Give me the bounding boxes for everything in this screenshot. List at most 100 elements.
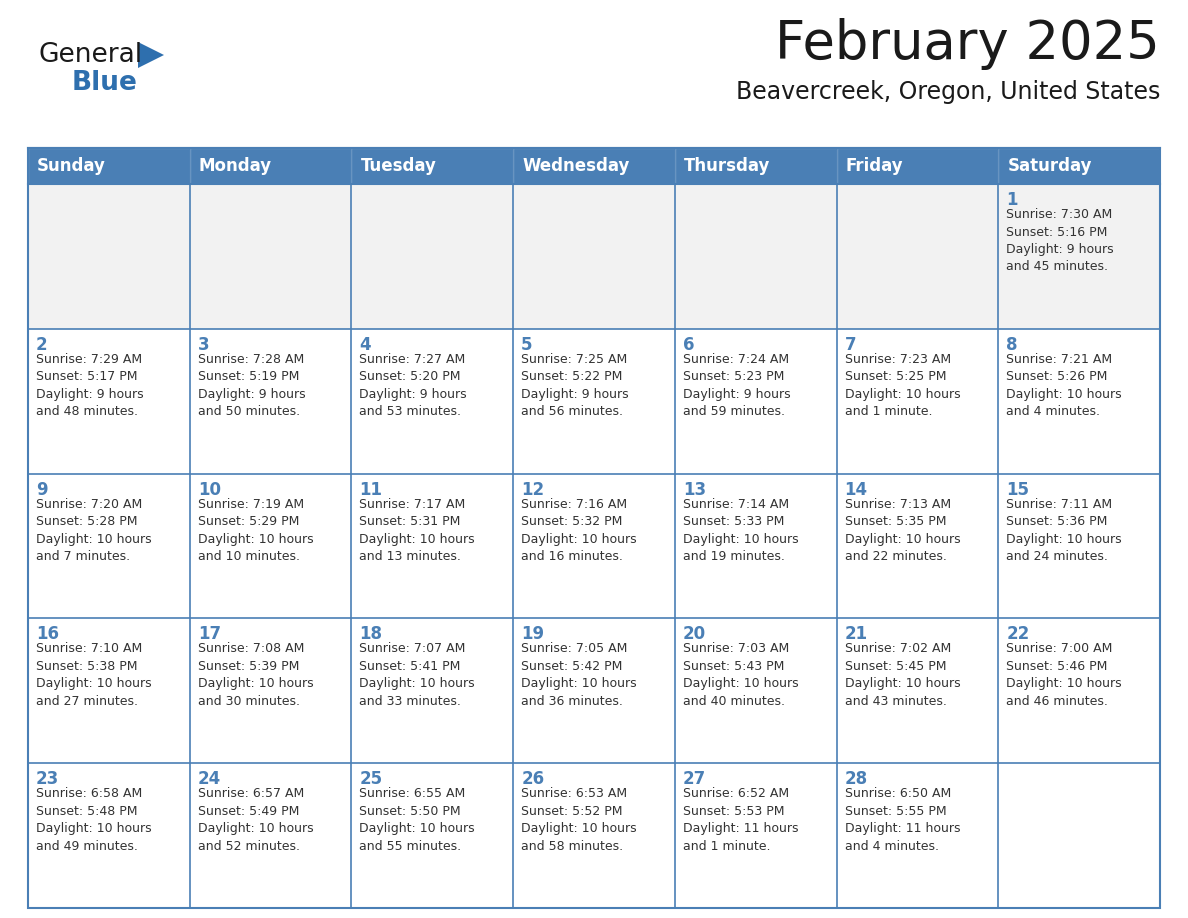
Bar — [513, 619, 675, 763]
Bar — [836, 329, 998, 474]
Text: 15: 15 — [1006, 481, 1029, 498]
Bar — [190, 763, 352, 908]
Bar — [29, 184, 190, 329]
Text: Sunrise: 6:50 AM
Sunset: 5:55 PM
Daylight: 11 hours
and 4 minutes.: Sunrise: 6:50 AM Sunset: 5:55 PM Dayligh… — [845, 788, 960, 853]
Text: 24: 24 — [197, 770, 221, 789]
Text: Sunrise: 7:05 AM
Sunset: 5:42 PM
Daylight: 10 hours
and 36 minutes.: Sunrise: 7:05 AM Sunset: 5:42 PM Dayligh… — [522, 643, 637, 708]
Text: Sunrise: 7:20 AM
Sunset: 5:28 PM
Daylight: 10 hours
and 7 minutes.: Sunrise: 7:20 AM Sunset: 5:28 PM Dayligh… — [36, 498, 152, 563]
Bar — [998, 763, 1159, 908]
Bar — [836, 148, 998, 184]
Bar — [675, 184, 836, 329]
Text: Sunrise: 7:02 AM
Sunset: 5:45 PM
Daylight: 10 hours
and 43 minutes.: Sunrise: 7:02 AM Sunset: 5:45 PM Dayligh… — [845, 643, 960, 708]
Text: Monday: Monday — [198, 157, 272, 175]
Bar — [513, 148, 675, 184]
Bar — [29, 148, 1159, 908]
Text: Sunrise: 6:57 AM
Sunset: 5:49 PM
Daylight: 10 hours
and 52 minutes.: Sunrise: 6:57 AM Sunset: 5:49 PM Dayligh… — [197, 788, 314, 853]
Text: 7: 7 — [845, 336, 857, 353]
Polygon shape — [138, 42, 164, 68]
Bar — [998, 619, 1159, 763]
Text: Sunrise: 7:11 AM
Sunset: 5:36 PM
Daylight: 10 hours
and 24 minutes.: Sunrise: 7:11 AM Sunset: 5:36 PM Dayligh… — [1006, 498, 1121, 563]
Text: Sunrise: 6:58 AM
Sunset: 5:48 PM
Daylight: 10 hours
and 49 minutes.: Sunrise: 6:58 AM Sunset: 5:48 PM Dayligh… — [36, 788, 152, 853]
Text: 8: 8 — [1006, 336, 1018, 353]
Text: 11: 11 — [360, 481, 383, 498]
Text: 10: 10 — [197, 481, 221, 498]
Bar — [998, 184, 1159, 329]
Text: 1: 1 — [1006, 191, 1018, 209]
Text: 28: 28 — [845, 770, 867, 789]
Bar — [352, 619, 513, 763]
Text: Sunrise: 7:03 AM
Sunset: 5:43 PM
Daylight: 10 hours
and 40 minutes.: Sunrise: 7:03 AM Sunset: 5:43 PM Dayligh… — [683, 643, 798, 708]
Text: Wednesday: Wednesday — [523, 157, 630, 175]
Text: 27: 27 — [683, 770, 706, 789]
Text: Sunrise: 7:19 AM
Sunset: 5:29 PM
Daylight: 10 hours
and 10 minutes.: Sunrise: 7:19 AM Sunset: 5:29 PM Dayligh… — [197, 498, 314, 563]
Text: 13: 13 — [683, 481, 706, 498]
Text: Sunrise: 7:21 AM
Sunset: 5:26 PM
Daylight: 10 hours
and 4 minutes.: Sunrise: 7:21 AM Sunset: 5:26 PM Dayligh… — [1006, 353, 1121, 419]
Text: Sunrise: 7:24 AM
Sunset: 5:23 PM
Daylight: 9 hours
and 59 minutes.: Sunrise: 7:24 AM Sunset: 5:23 PM Dayligh… — [683, 353, 790, 419]
Text: 3: 3 — [197, 336, 209, 353]
Bar — [29, 474, 190, 619]
Text: 6: 6 — [683, 336, 694, 353]
Text: 4: 4 — [360, 336, 371, 353]
Text: 22: 22 — [1006, 625, 1030, 644]
Bar — [29, 148, 190, 184]
Bar — [513, 184, 675, 329]
Text: 23: 23 — [36, 770, 59, 789]
Text: 9: 9 — [36, 481, 48, 498]
Bar — [513, 763, 675, 908]
Bar — [836, 184, 998, 329]
Text: Blue: Blue — [72, 70, 138, 96]
Bar — [836, 763, 998, 908]
Bar — [190, 184, 352, 329]
Text: 12: 12 — [522, 481, 544, 498]
Bar — [29, 329, 190, 474]
Text: Thursday: Thursday — [684, 157, 770, 175]
Bar — [998, 329, 1159, 474]
Bar — [675, 329, 836, 474]
Text: 17: 17 — [197, 625, 221, 644]
Text: Sunrise: 6:55 AM
Sunset: 5:50 PM
Daylight: 10 hours
and 55 minutes.: Sunrise: 6:55 AM Sunset: 5:50 PM Dayligh… — [360, 788, 475, 853]
Bar — [675, 763, 836, 908]
Text: 5: 5 — [522, 336, 532, 353]
Text: Saturday: Saturday — [1007, 157, 1092, 175]
Text: 14: 14 — [845, 481, 867, 498]
Bar — [29, 619, 190, 763]
Text: Sunrise: 7:16 AM
Sunset: 5:32 PM
Daylight: 10 hours
and 16 minutes.: Sunrise: 7:16 AM Sunset: 5:32 PM Dayligh… — [522, 498, 637, 563]
Bar — [513, 474, 675, 619]
Text: 25: 25 — [360, 770, 383, 789]
Text: Beavercreek, Oregon, United States: Beavercreek, Oregon, United States — [735, 80, 1159, 104]
Text: Sunrise: 7:28 AM
Sunset: 5:19 PM
Daylight: 9 hours
and 50 minutes.: Sunrise: 7:28 AM Sunset: 5:19 PM Dayligh… — [197, 353, 305, 419]
Bar — [352, 329, 513, 474]
Text: Sunrise: 7:30 AM
Sunset: 5:16 PM
Daylight: 9 hours
and 45 minutes.: Sunrise: 7:30 AM Sunset: 5:16 PM Dayligh… — [1006, 208, 1114, 274]
Bar — [352, 148, 513, 184]
Bar — [29, 763, 190, 908]
Text: 18: 18 — [360, 625, 383, 644]
Bar — [836, 619, 998, 763]
Text: Sunrise: 7:17 AM
Sunset: 5:31 PM
Daylight: 10 hours
and 13 minutes.: Sunrise: 7:17 AM Sunset: 5:31 PM Dayligh… — [360, 498, 475, 563]
Text: Sunrise: 7:23 AM
Sunset: 5:25 PM
Daylight: 10 hours
and 1 minute.: Sunrise: 7:23 AM Sunset: 5:25 PM Dayligh… — [845, 353, 960, 419]
Text: Sunrise: 7:13 AM
Sunset: 5:35 PM
Daylight: 10 hours
and 22 minutes.: Sunrise: 7:13 AM Sunset: 5:35 PM Dayligh… — [845, 498, 960, 563]
Text: Sunrise: 7:27 AM
Sunset: 5:20 PM
Daylight: 9 hours
and 53 minutes.: Sunrise: 7:27 AM Sunset: 5:20 PM Dayligh… — [360, 353, 467, 419]
Text: 26: 26 — [522, 770, 544, 789]
Text: Sunrise: 7:10 AM
Sunset: 5:38 PM
Daylight: 10 hours
and 27 minutes.: Sunrise: 7:10 AM Sunset: 5:38 PM Dayligh… — [36, 643, 152, 708]
Bar — [352, 763, 513, 908]
Bar — [190, 329, 352, 474]
Bar — [190, 148, 352, 184]
Text: Sunrise: 7:07 AM
Sunset: 5:41 PM
Daylight: 10 hours
and 33 minutes.: Sunrise: 7:07 AM Sunset: 5:41 PM Dayligh… — [360, 643, 475, 708]
Text: 2: 2 — [36, 336, 48, 353]
Bar — [513, 329, 675, 474]
Bar — [190, 474, 352, 619]
Bar — [675, 474, 836, 619]
Bar — [190, 619, 352, 763]
Text: Sunrise: 6:52 AM
Sunset: 5:53 PM
Daylight: 11 hours
and 1 minute.: Sunrise: 6:52 AM Sunset: 5:53 PM Dayligh… — [683, 788, 798, 853]
Bar — [352, 474, 513, 619]
Text: Sunrise: 7:25 AM
Sunset: 5:22 PM
Daylight: 9 hours
and 56 minutes.: Sunrise: 7:25 AM Sunset: 5:22 PM Dayligh… — [522, 353, 628, 419]
Bar — [998, 474, 1159, 619]
Text: 19: 19 — [522, 625, 544, 644]
Text: Sunrise: 7:29 AM
Sunset: 5:17 PM
Daylight: 9 hours
and 48 minutes.: Sunrise: 7:29 AM Sunset: 5:17 PM Dayligh… — [36, 353, 144, 419]
Text: Sunrise: 7:14 AM
Sunset: 5:33 PM
Daylight: 10 hours
and 19 minutes.: Sunrise: 7:14 AM Sunset: 5:33 PM Dayligh… — [683, 498, 798, 563]
Text: Friday: Friday — [846, 157, 903, 175]
Text: 16: 16 — [36, 625, 59, 644]
Text: Sunday: Sunday — [37, 157, 106, 175]
Text: Sunrise: 6:53 AM
Sunset: 5:52 PM
Daylight: 10 hours
and 58 minutes.: Sunrise: 6:53 AM Sunset: 5:52 PM Dayligh… — [522, 788, 637, 853]
Bar — [998, 148, 1159, 184]
